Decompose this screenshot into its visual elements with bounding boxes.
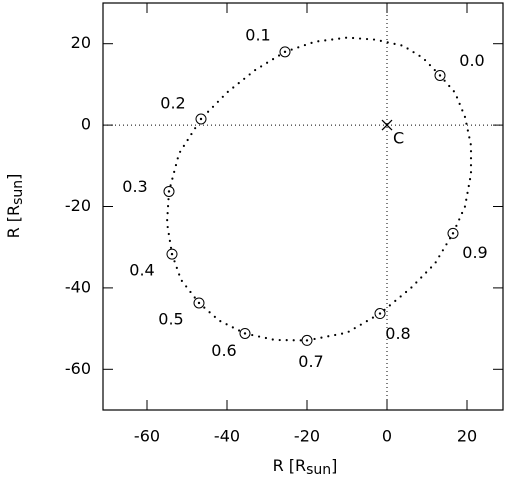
x-label-sub: sun <box>306 462 331 478</box>
phase-label: 0.7 <box>298 352 323 371</box>
phase-point-dot <box>243 332 247 335</box>
phase-label: 0.2 <box>160 93 185 112</box>
phase-label: 0.6 <box>211 341 236 360</box>
plot-frame <box>102 2 504 411</box>
phase-label: 0.8 <box>385 324 410 343</box>
y-label-sub: sun <box>10 180 26 205</box>
phase-point-dot <box>170 252 174 256</box>
x-tick-label: 20 <box>457 427 477 446</box>
y-label-main: R [R <box>4 205 23 239</box>
x-tick-label: 0 <box>382 427 392 446</box>
phase-label: 0.3 <box>122 177 147 196</box>
phase-point-dot <box>167 190 171 193</box>
x-tick-label: -60 <box>134 427 160 446</box>
phase-point-dot <box>378 312 382 315</box>
phase-label: 0.5 <box>158 309 183 328</box>
y-label-end: ] <box>4 174 23 180</box>
x-tick-label: -20 <box>294 427 320 446</box>
center-marker <box>381 119 393 131</box>
phase-label: 0.0 <box>459 51 484 70</box>
phase-label: 0.4 <box>129 261 154 280</box>
phase-point-dot <box>199 117 203 121</box>
x-label-main: R [R <box>273 456 307 475</box>
x-axis-label: R [Rsun] <box>273 456 338 479</box>
x-tick-label: -40 <box>214 427 240 446</box>
y-axis-label: R [Rsun] <box>4 174 27 239</box>
y-tick-label: 20 <box>71 33 91 52</box>
phase-point-dot <box>283 50 287 54</box>
phase-label: 0.9 <box>462 243 487 262</box>
x-label-end: ] <box>331 456 337 475</box>
y-tick-label: -40 <box>65 277 91 296</box>
y-tick-label: -60 <box>65 359 91 378</box>
phase-label: 0.1 <box>245 25 270 44</box>
phase-point-dot <box>451 232 455 235</box>
phase-point-dot <box>197 301 201 305</box>
center-label: C <box>393 129 404 148</box>
y-tick-label: -20 <box>65 196 91 215</box>
y-tick-label: 0 <box>81 115 91 134</box>
phase-point-dot <box>305 339 309 342</box>
phase-point-dot <box>438 74 442 77</box>
orbit <box>165 36 473 342</box>
